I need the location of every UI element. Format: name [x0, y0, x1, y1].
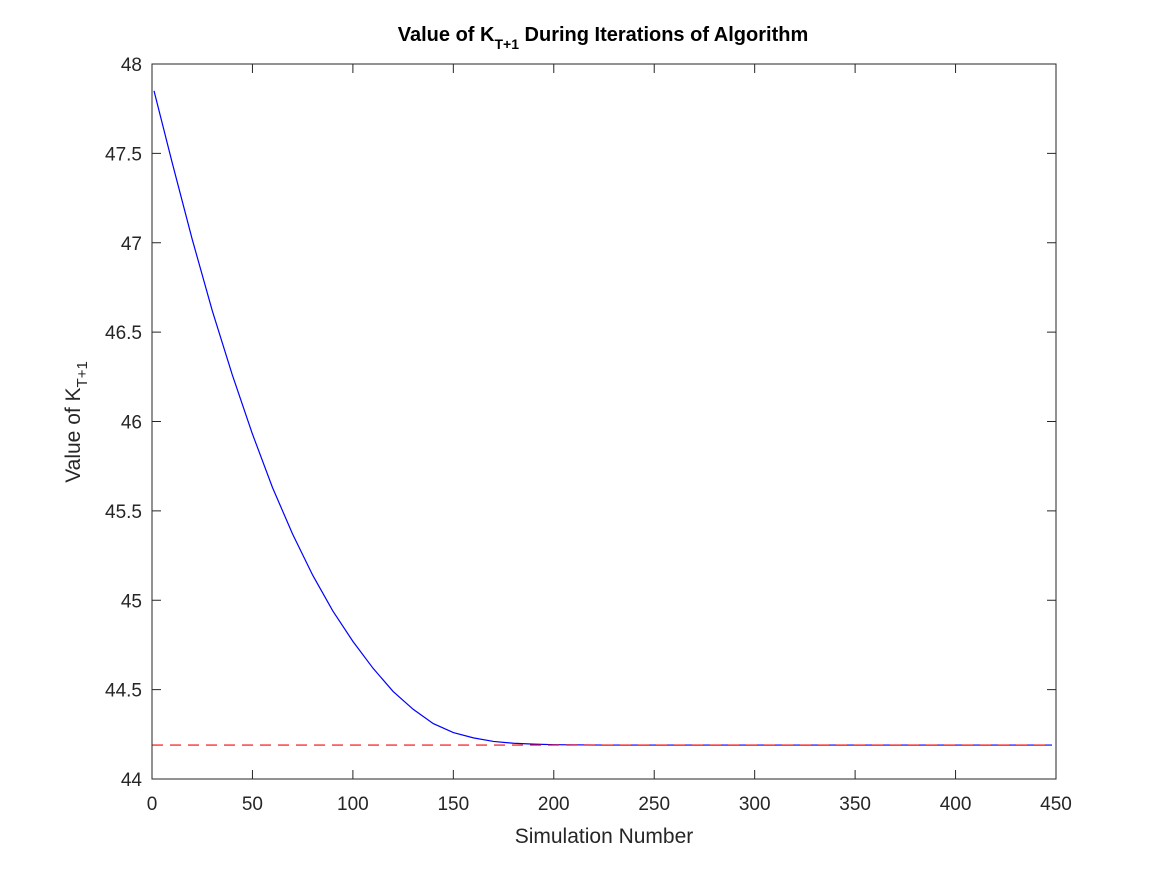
x-tick-label: 150	[437, 794, 469, 815]
series-layer	[152, 90, 1052, 746]
plot-area: 0 50 100 150 200 250 300 350 400 450 44 44.5 45 45.5…	[105, 55, 1072, 815]
chart-title: Value of KT+1 During Iterations of Algor…	[398, 24, 808, 52]
y-tick-label: 46	[121, 413, 142, 434]
y-tick-label: 48	[121, 55, 142, 76]
y-tick-label: 46.5	[105, 323, 142, 344]
x-tick-label: 350	[839, 794, 871, 815]
x-tick-label: 0	[147, 794, 158, 815]
y-axis-label-subscript: T+1	[74, 361, 91, 387]
x-tick-label: 100	[337, 794, 369, 815]
x-ticks: 0 50 100 150 200 250 300 350 400 450	[147, 64, 1072, 815]
chart-title-prefix: Value of K	[398, 24, 495, 46]
x-tick-label: 400	[940, 794, 972, 815]
x-tick-label: 50	[242, 794, 263, 815]
x-axis-label: Simulation Number	[515, 825, 694, 848]
series-line-solid	[153, 90, 1052, 746]
y-tick-label: 47	[121, 234, 142, 255]
chart-title-subscript: T+1	[494, 36, 519, 52]
y-tick-label: 44.5	[105, 681, 142, 702]
x-tick-label: 250	[638, 794, 670, 815]
axes-background	[152, 64, 1056, 779]
x-tick-label: 200	[538, 794, 570, 815]
x-tick-label: 450	[1040, 794, 1072, 815]
y-ticks: 44 44.5 45 45.5 46 46.5 47 47.5 48	[105, 55, 1056, 791]
chart-title-suffix: During Iterations of Algorithm	[519, 24, 808, 46]
y-axis-label-prefix: Value of K	[62, 387, 85, 482]
y-tick-label: 45	[121, 591, 142, 612]
y-axis-label: Value of KT+1	[62, 361, 91, 483]
y-tick-label: 47.5	[105, 144, 142, 165]
x-tick-label: 300	[739, 794, 771, 815]
y-tick-label: 44	[121, 770, 143, 791]
y-tick-label: 45.5	[105, 502, 142, 523]
